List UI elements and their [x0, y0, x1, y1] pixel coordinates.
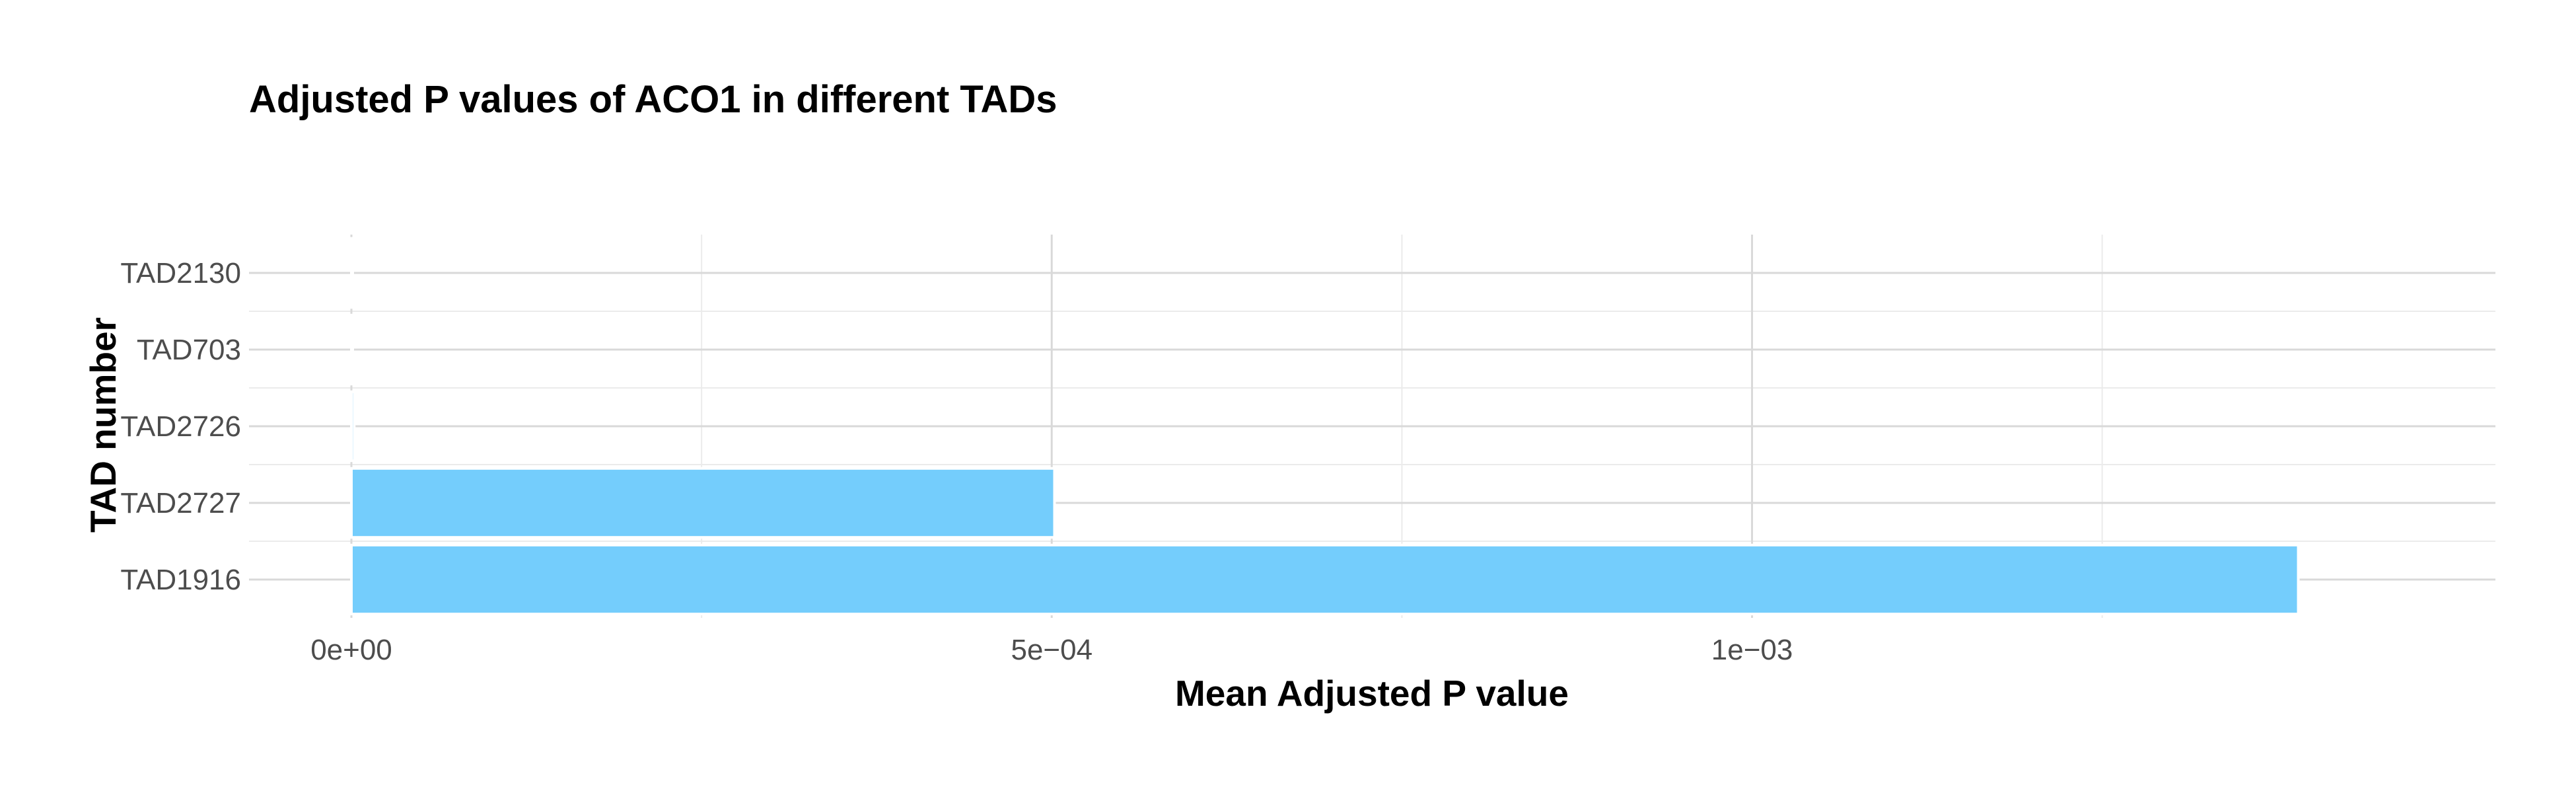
x-tick-label: 1e−03: [1711, 634, 1793, 666]
x-tick-label: 5e−04: [1011, 634, 1092, 666]
x-axis-title: Mean Adjusted P value: [1175, 673, 1569, 714]
bar-tad1916: [350, 543, 2300, 616]
chart-title: Adjusted P values of ACO1 in different T…: [249, 78, 1057, 121]
y-tick-label: TAD1916: [120, 564, 241, 596]
y-tick-labels: TAD2130 TAD703 TAD2726 TAD2727 TAD1916: [120, 257, 241, 596]
bars: [350, 237, 2300, 616]
y-tick-label: TAD2727: [120, 487, 241, 519]
x-tick-labels: 0e+00 5e−04 1e−03: [310, 634, 1793, 666]
y-tick-label: TAD2726: [120, 410, 241, 443]
x-tick-label: 0e+00: [310, 634, 392, 666]
y-axis-title: TAD number: [83, 317, 124, 533]
bar-tad703: [350, 313, 354, 386]
bar-tad2727: [350, 467, 1056, 539]
bar-tad2726: [350, 390, 356, 463]
bar-tad2130: [350, 237, 354, 309]
y-tick-label: TAD703: [137, 334, 241, 366]
y-tick-label: TAD2130: [120, 257, 241, 289]
